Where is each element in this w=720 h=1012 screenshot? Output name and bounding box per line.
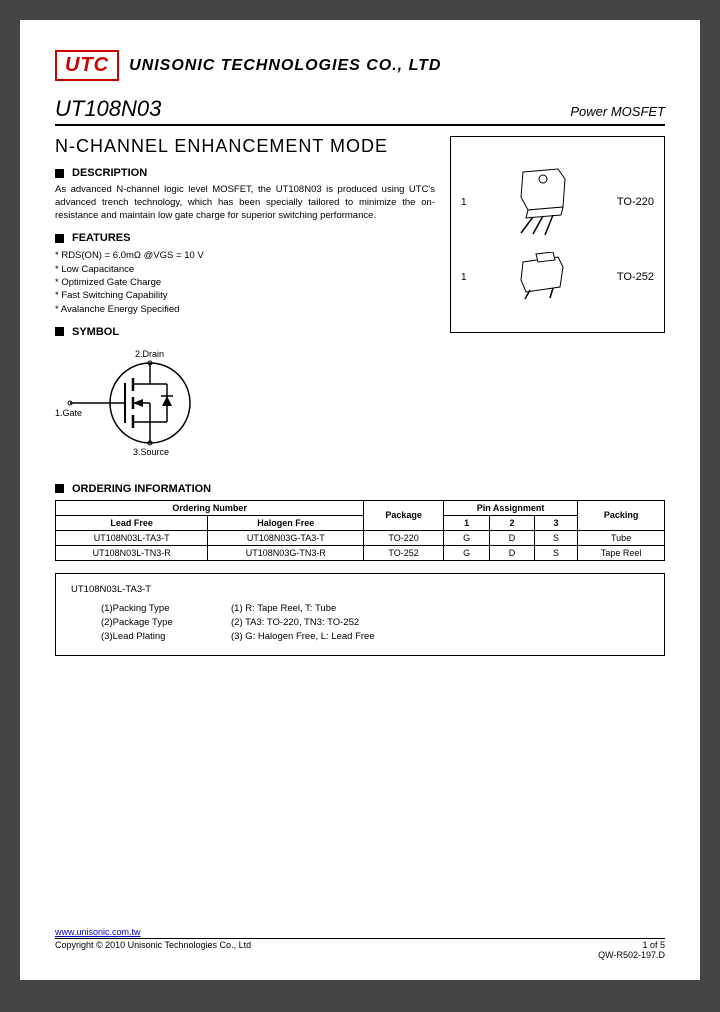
col-pin2: 2 [490,515,535,530]
col-package: Package [364,500,444,530]
section-description-head: DESCRIPTION [55,167,435,179]
to252-icon [508,252,578,302]
to220-label: TO-220 [617,196,654,208]
col-pin-assignment: Pin Assignment [443,500,577,515]
product-type: Power MOSFET [570,104,665,119]
to252-label: TO-252 [617,271,654,283]
section-features-head: FEATURES [55,232,435,244]
feature-item: * Optimized Gate Charge [55,276,435,289]
title-row: UT108N03 Power MOSFET [55,96,665,126]
features-list: * RDS(ON) = 6.0mΩ @VGS = 10 V * Low Capa… [55,249,435,315]
package-diagram-box: 1 TO-220 1 [450,136,665,333]
package-to252: 1 TO-252 [461,252,654,302]
legend-example-code: UT108N03L-TA3-T [71,584,649,595]
to220-icon [503,167,583,237]
table-row: UT108N03L-TA3-T UT108N03G-TA3-T TO-220 G… [56,530,665,545]
main-content: N-CHANNEL ENHANCEMENT MODE DESCRIPTION A… [55,136,665,473]
feature-item: * Fast Switching Capability [55,289,435,302]
col-packing: Packing [578,500,665,530]
part-number: UT108N03 [55,96,161,122]
description-text: As advanced N-channel logic level MOSFET… [55,184,435,222]
package-to220: 1 TO-220 [461,167,654,237]
table-row: UT108N03L-TN3-R UT108N03G-TN3-R TO-252 G… [56,545,665,560]
col-lead-free: Lead Free [56,515,208,530]
page-header: UTC UNISONIC TECHNOLOGIES CO., LTD [55,50,665,81]
table-header-row: Lead Free Halogen Free 1 2 3 [56,515,665,530]
page-footer: www.unisonic.com.tw Copyright © 2010 Uni… [55,927,665,960]
feature-item: * RDS(ON) = 6.0mΩ @VGS = 10 V [55,249,435,262]
col-ordering-number: Ordering Number [56,500,364,515]
section-symbol-head: SYMBOL [55,326,435,338]
doc-id: QW-R502-197.D [55,950,665,960]
pin-drain-label: 2.Drain [135,349,164,359]
ordering-legend-box: UT108N03L-TA3-T (1)Packing Type (1) R: T… [55,573,665,656]
col-halogen-free: Halogen Free [208,515,364,530]
ordering-table: Ordering Number Package Pin Assignment P… [55,500,665,561]
feature-item: * Low Capacitance [55,263,435,276]
datasheet-page: UTC UNISONIC TECHNOLOGIES CO., LTD UT108… [20,20,700,980]
feature-item: * Avalanche Energy Specified [55,303,435,316]
main-heading: N-CHANNEL ENHANCEMENT MODE [55,136,435,157]
left-column: N-CHANNEL ENHANCEMENT MODE DESCRIPTION A… [55,136,435,473]
pin1-marker: 1 [461,197,467,208]
col-pin3: 3 [534,515,577,530]
pin-source-label: 3.Source [133,447,169,457]
pin1-marker: 1 [461,272,467,283]
right-column: 1 TO-220 1 [450,136,665,473]
copyright-text: Copyright © 2010 Unisonic Technologies C… [55,940,251,950]
company-name: UNISONIC TECHNOLOGIES CO., LTD [129,57,441,75]
section-ordering-head: ORDERING INFORMATION [55,483,665,495]
page-number: 1 of 5 [642,940,665,950]
col-pin1: 1 [443,515,489,530]
utc-logo: UTC [55,50,119,81]
legend-row: (1)Packing Type (1) R: Tape Reel, T: Tub… [71,603,649,614]
footer-url-link[interactable]: www.unisonic.com.tw [55,927,141,937]
legend-row: (2)Package Type (2) TA3: TO-220, TN3: TO… [71,617,649,628]
table-header-row: Ordering Number Package Pin Assignment P… [56,500,665,515]
pin-gate-label: 1.Gate [55,408,82,418]
legend-row: (3)Lead Plating (3) G: Halogen Free, L: … [71,631,649,642]
mosfet-symbol-diagram: 1.Gate 2.Drain 3.Source [55,343,235,463]
